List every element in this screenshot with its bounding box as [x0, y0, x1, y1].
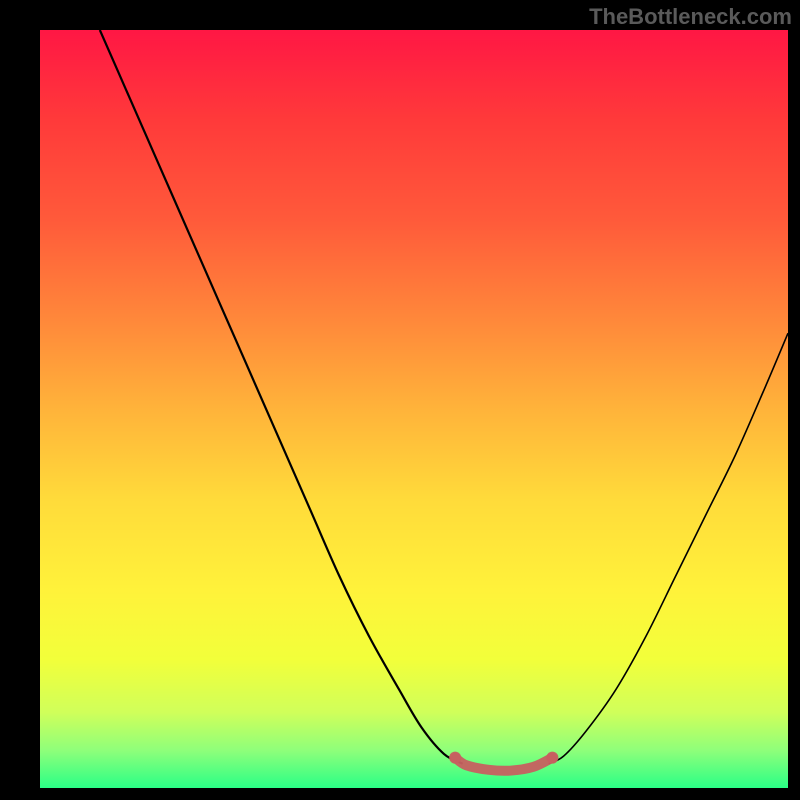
chart-plot-area — [40, 30, 788, 788]
trough-marker-dot-left — [449, 752, 461, 764]
watermark-text: TheBottleneck.com — [589, 4, 792, 30]
trough-marker-dot-right — [546, 752, 558, 764]
gradient-background — [40, 30, 788, 788]
chart-svg — [40, 30, 788, 788]
chart-container: TheBottleneck.com — [0, 0, 800, 800]
